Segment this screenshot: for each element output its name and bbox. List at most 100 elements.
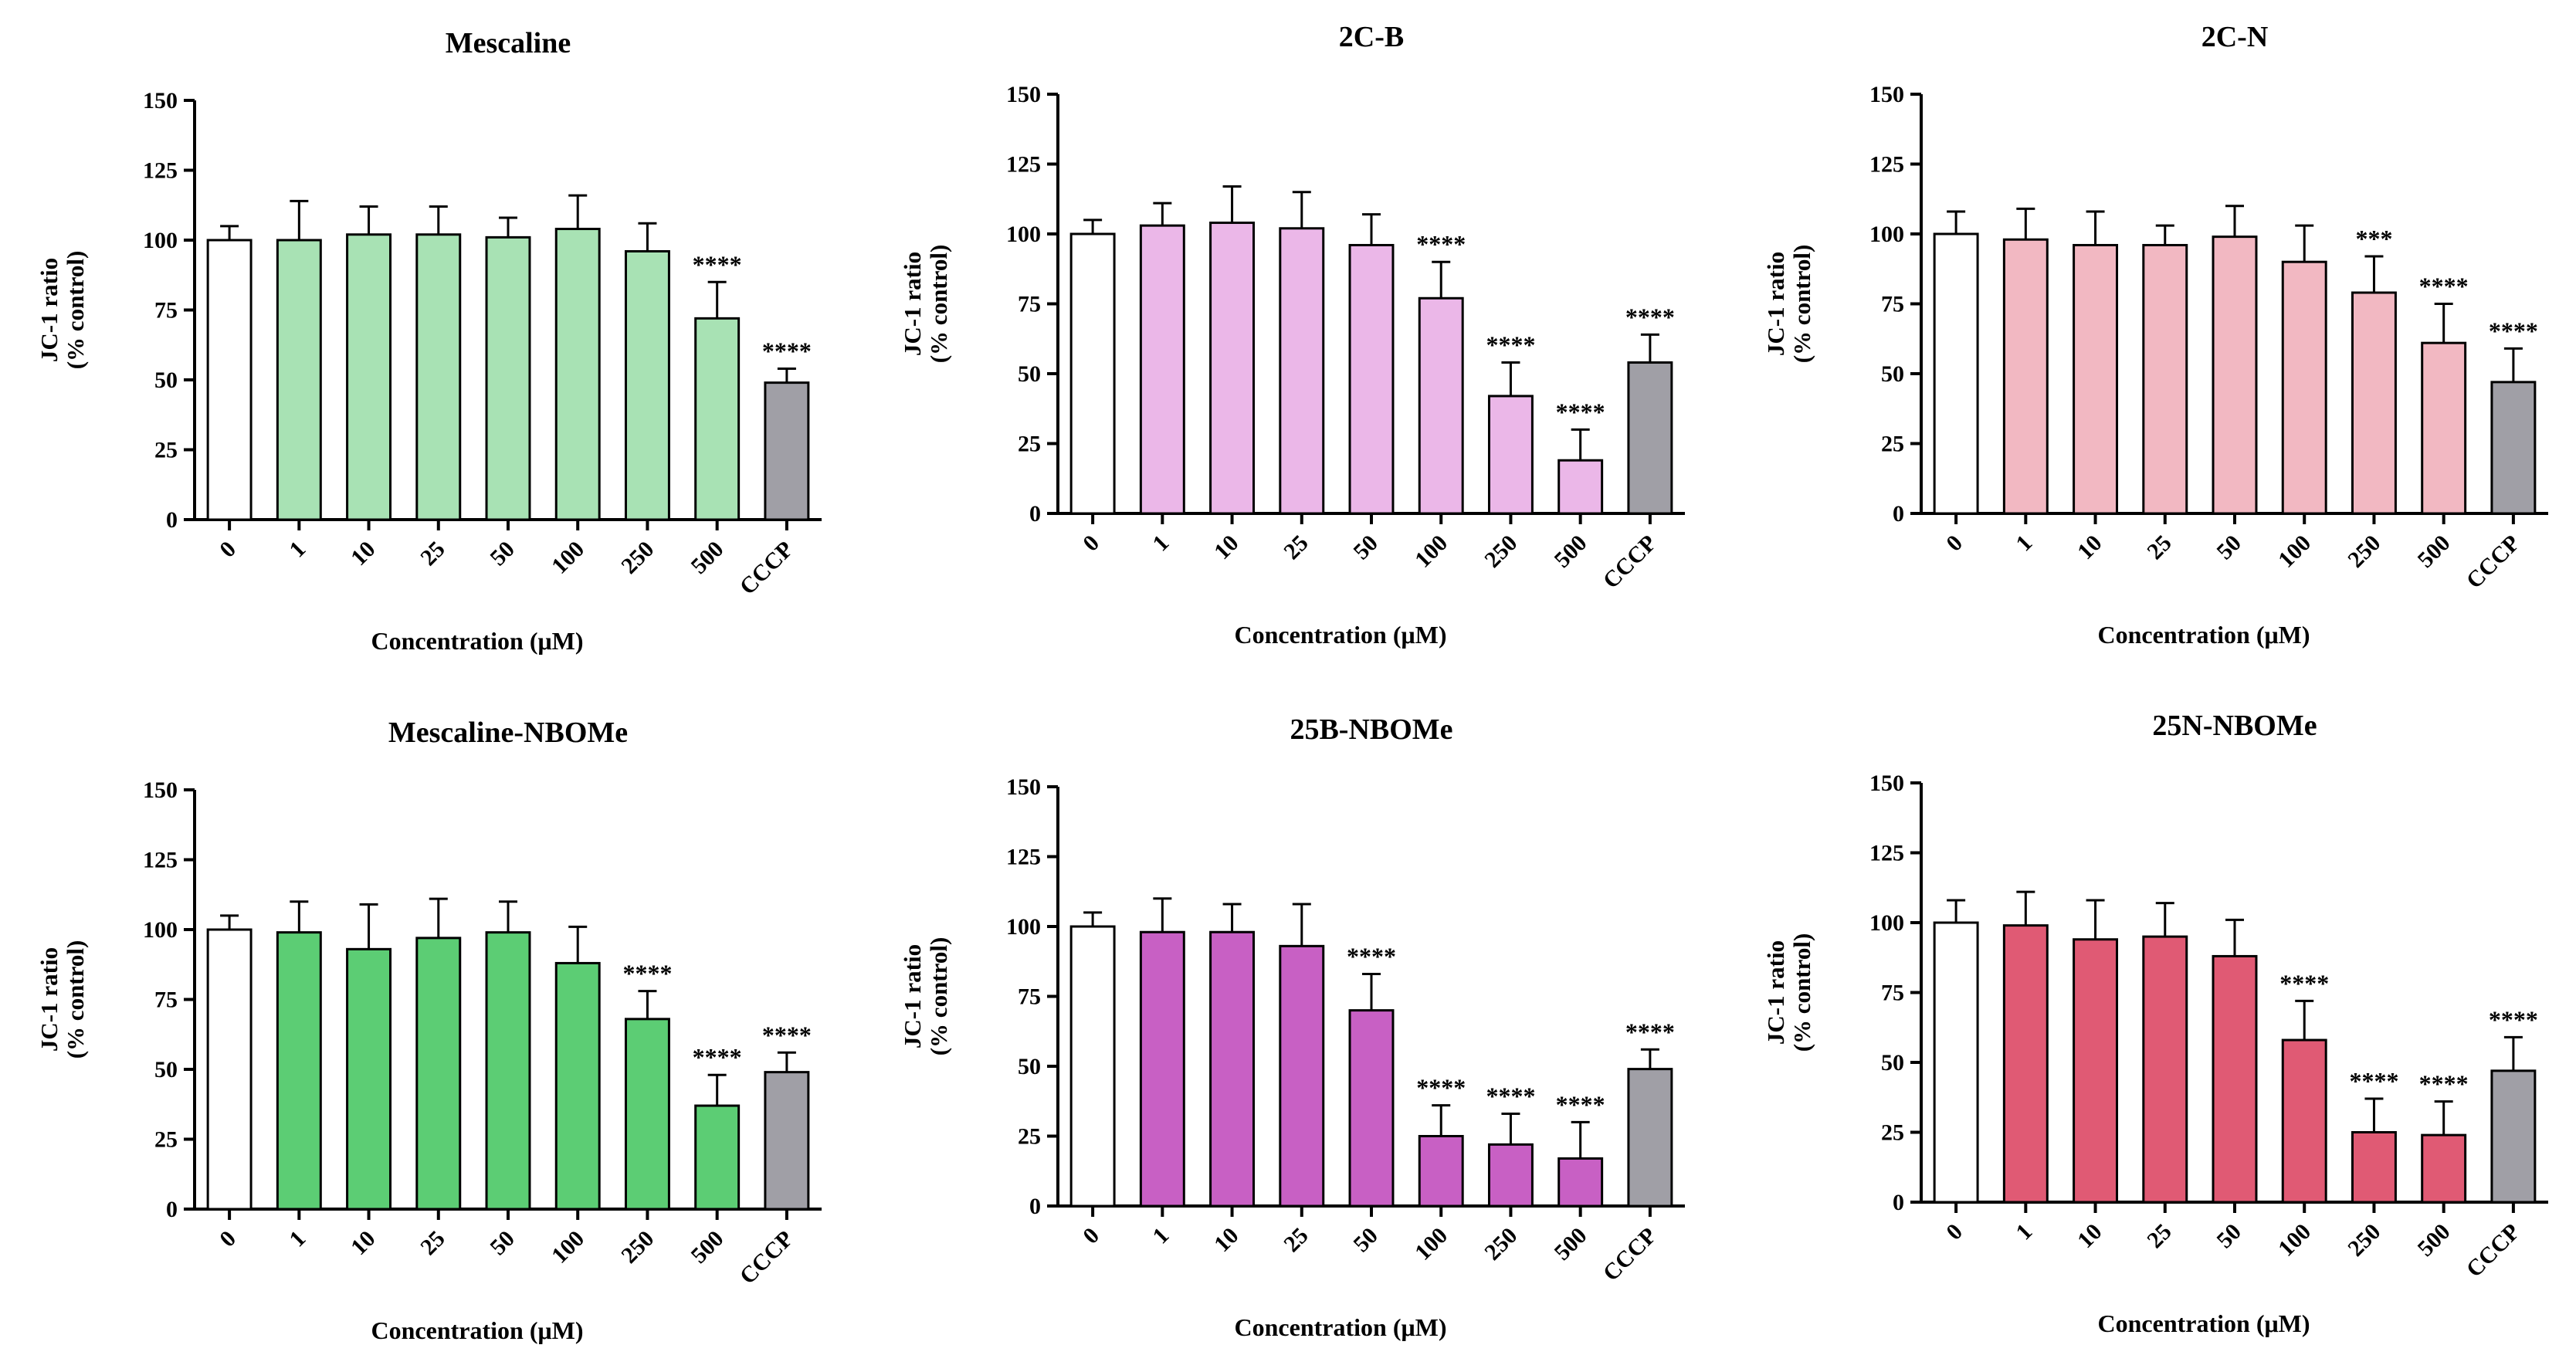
y-axis-label-line: JC-1 ratio	[899, 252, 926, 356]
x-tick-label: 0	[1941, 1219, 1968, 1245]
y-axis-label: JC-1 ratio(% control)	[899, 937, 952, 1056]
bar-1	[276, 931, 322, 1211]
significance-label: ****	[2419, 273, 2469, 300]
significance-label: ****	[2489, 1005, 2538, 1033]
x-tick-label: 25	[2142, 1219, 2177, 1254]
significance-label: ****	[1416, 230, 1466, 258]
bar-500	[694, 317, 741, 521]
bar-250	[1487, 1143, 1534, 1208]
x-tick-label: CCCP	[1598, 530, 1662, 594]
x-tick-label: 0	[1078, 530, 1104, 557]
y-tick-label: 100	[143, 228, 178, 253]
x-tick-label: 0	[215, 1226, 241, 1252]
y-axis-label-line: JC-1 ratio	[1762, 252, 1789, 356]
x-tick-label: 25	[1279, 1223, 1313, 1258]
y-tick-label: 25	[1018, 1124, 1041, 1150]
y-tick-label: 100	[1006, 914, 1041, 940]
y-tick-label: 50	[1881, 361, 1904, 387]
y-axis-label-line: JC-1 ratio	[1762, 940, 1789, 1045]
y-tick-label: 25	[1881, 432, 1904, 457]
y-axis-label: JC-1 ratio(% control)	[1762, 245, 1815, 364]
y-axis-label: JC-1 ratio(% control)	[1762, 933, 1815, 1052]
x-tick-label: 100	[1410, 1223, 1452, 1265]
y-tick-label: 100	[1869, 910, 1904, 936]
y-tick-label: 100	[143, 917, 178, 943]
bar-CCCP	[1627, 1068, 1673, 1208]
bar-250	[624, 249, 670, 521]
x-tick-label: 0	[215, 537, 241, 563]
y-tick-label: 50	[1018, 361, 1041, 387]
x-tick-label: 500	[2412, 1219, 2455, 1262]
x-axis-label: Concentration (μM)	[2098, 1309, 2310, 1337]
x-tick-label: 25	[415, 1226, 450, 1261]
x-tick-label: CCCP	[2462, 530, 2525, 594]
bar-50	[2212, 235, 2258, 515]
y-axis-label-line: (% control)	[925, 937, 952, 1056]
x-tick-label: 1	[284, 537, 310, 563]
x-tick-label: 100	[547, 537, 589, 579]
y-axis-label-line: (% control)	[1788, 245, 1815, 364]
chart-title: Mescaline	[446, 27, 571, 59]
significance-label: ****	[693, 1043, 742, 1071]
y-tick-label: 150	[1006, 82, 1041, 107]
y-tick-label: 75	[1018, 984, 1041, 1010]
x-tick-label: 25	[1279, 530, 1313, 565]
x-tick-label: 25	[415, 537, 450, 571]
x-tick-label: 25	[2142, 530, 2177, 565]
bar-500	[2421, 341, 2467, 515]
bar-50	[485, 235, 531, 521]
bar-250	[1487, 395, 1534, 515]
y-tick-label: 0	[1029, 501, 1041, 527]
x-tick-label: 0	[1941, 530, 1968, 557]
significance-label: ****	[693, 250, 742, 278]
significance-label: ***	[2355, 225, 2392, 252]
bar-25	[1279, 944, 1325, 1208]
bar-CCCP	[1627, 361, 1673, 515]
bar-500	[1557, 1157, 1604, 1208]
bar-100	[2281, 260, 2327, 515]
bar-25	[2142, 243, 2188, 515]
y-axis-label: JC-1 ratio(% control)	[899, 245, 952, 364]
x-tick-label: 500	[1549, 530, 1591, 573]
chart-title: 2C-N	[2201, 21, 2269, 53]
x-tick-label: 250	[1480, 1223, 1522, 1265]
x-tick-label: 100	[2273, 1219, 2316, 1262]
y-tick-label: 25	[1881, 1120, 1904, 1146]
x-tick-label: 250	[1480, 530, 1522, 573]
bar-0	[1933, 921, 1979, 1204]
significance-label: ****	[1486, 331, 1535, 359]
y-axis-label-line: (% control)	[62, 940, 89, 1059]
bar-CCCP	[764, 381, 810, 521]
x-tick-label: 50	[485, 1226, 520, 1261]
x-tick-label: 100	[547, 1226, 589, 1269]
significance-label: ****	[1347, 943, 1396, 971]
y-tick-label: 50	[1018, 1054, 1041, 1079]
x-tick-label: 100	[2273, 530, 2316, 573]
x-tick-label: 250	[2343, 530, 2385, 573]
x-tick-label: 10	[346, 537, 381, 571]
y-tick-label: 0	[1893, 1190, 1904, 1215]
bar-100	[1418, 1135, 1464, 1208]
x-tick-label: 50	[2212, 1219, 2246, 1254]
x-axis-label: Concentration (μM)	[1235, 1313, 1447, 1341]
significance-label: ****	[1625, 303, 1675, 330]
y-tick-label: 50	[154, 368, 178, 393]
y-tick-label: 25	[154, 1127, 178, 1153]
bar-500	[2421, 1133, 2467, 1204]
significance-label: ****	[1416, 1074, 1466, 1102]
bar-100	[554, 228, 601, 521]
bar-50	[1348, 243, 1395, 515]
significance-label: ****	[2279, 969, 2329, 997]
bar-10	[346, 233, 392, 521]
y-axis-label-line: (% control)	[925, 245, 952, 364]
bar-25	[2142, 935, 2188, 1204]
y-tick-label: 75	[154, 988, 178, 1013]
bar-1	[2002, 924, 2049, 1204]
x-axis-label: Concentration (μM)	[1235, 621, 1447, 649]
bar-0	[206, 239, 253, 521]
x-tick-label: 500	[686, 1226, 728, 1269]
significance-label: ****	[1556, 1090, 1605, 1118]
x-tick-label: 50	[1348, 1223, 1383, 1258]
y-tick-label: 0	[1893, 501, 1904, 527]
